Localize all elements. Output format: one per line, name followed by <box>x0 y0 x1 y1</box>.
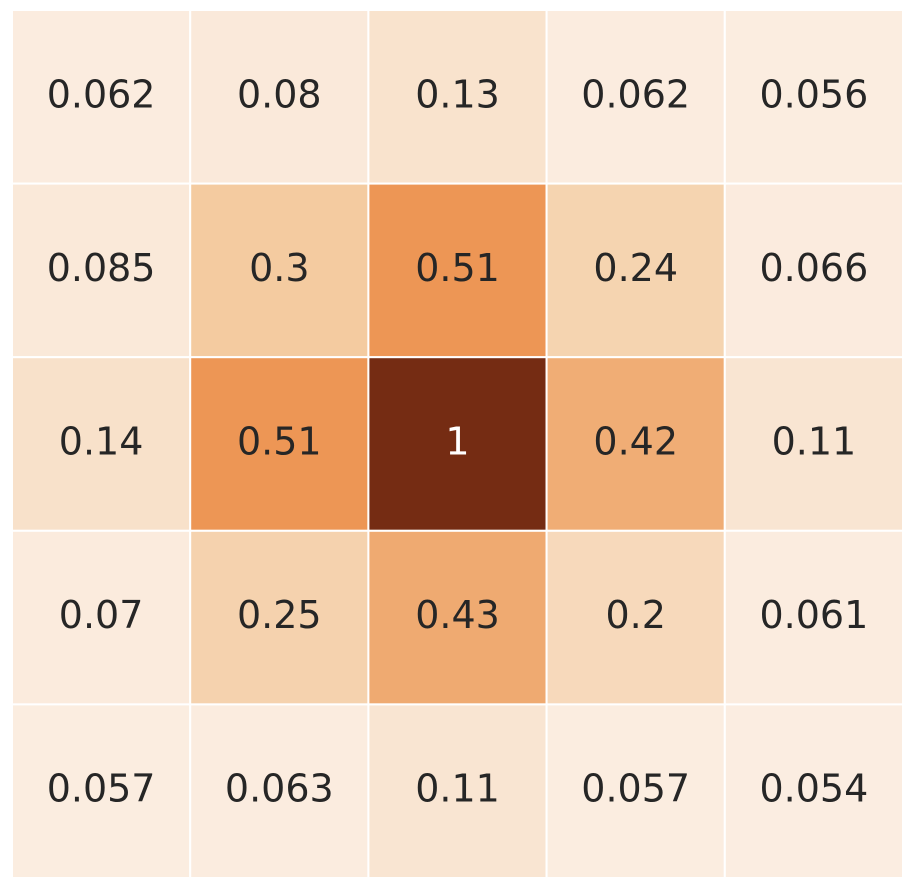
heatmap-cell <box>367 9 548 185</box>
cell-label: 0.07 <box>59 593 144 637</box>
cell-label: 0.066 <box>760 246 869 290</box>
heatmap-cell <box>723 182 904 359</box>
heatmap-cell <box>723 9 904 185</box>
cell-label: 0.062 <box>581 72 690 116</box>
cell-label: 0.2 <box>605 593 665 637</box>
cell-label: 0.25 <box>237 593 322 637</box>
cell-label: 0.14 <box>59 420 144 464</box>
cell-label: 0.42 <box>593 420 678 464</box>
cell-label: 0.13 <box>415 72 500 116</box>
cell-label: 0.063 <box>225 767 334 811</box>
cell-label: 0.056 <box>760 72 869 116</box>
cell-label: 0.11 <box>415 767 500 811</box>
heatmap-cell <box>545 356 726 532</box>
heatmap-cell <box>367 529 548 706</box>
cell-label: 0.085 <box>47 246 156 290</box>
heatmap-cell <box>189 703 370 880</box>
heatmap-cell <box>723 703 904 880</box>
heatmap-cell <box>367 356 548 532</box>
heatmap-cell <box>11 703 192 880</box>
cell-label: 0.24 <box>593 246 678 290</box>
cell-label: 0.51 <box>237 420 322 464</box>
cell-label: 0.061 <box>760 593 869 637</box>
heatmap-cell <box>11 182 192 359</box>
heatmap-cell <box>723 529 904 706</box>
cell-label: 0.51 <box>415 246 500 290</box>
heatmap-cell <box>545 9 726 185</box>
heatmap-cell <box>189 529 370 706</box>
heatmap-cell <box>367 182 548 359</box>
cell-label: 0.062 <box>47 72 156 116</box>
cell-label: 0.43 <box>415 593 500 637</box>
heatmap-cell <box>723 356 904 532</box>
cell-label: 0.3 <box>249 246 309 290</box>
heatmap-cell <box>367 703 548 880</box>
heatmap-cell <box>189 9 370 185</box>
cell-label: 1 <box>445 420 469 464</box>
heatmap-cell <box>11 529 192 706</box>
cell-label: 0.08 <box>237 72 322 116</box>
cell-label: 0.057 <box>581 767 690 811</box>
heatmap-cell <box>11 9 192 185</box>
cell-label: 0.054 <box>760 767 869 811</box>
cell-label: 0.057 <box>47 767 156 811</box>
heatmap-cell <box>189 356 370 532</box>
cell-label: 0.11 <box>772 420 857 464</box>
heatmap-cell <box>545 529 726 706</box>
